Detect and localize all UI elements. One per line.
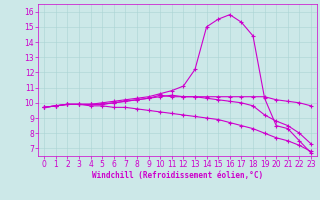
X-axis label: Windchill (Refroidissement éolien,°C): Windchill (Refroidissement éolien,°C) xyxy=(92,171,263,180)
